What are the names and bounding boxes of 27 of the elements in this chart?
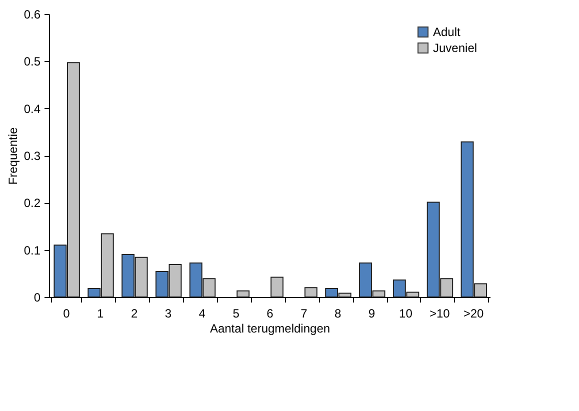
x-tick-label: 8 — [334, 306, 342, 320]
legend-label: Adult — [433, 25, 462, 39]
y-axis-title: Frequentie — [6, 126, 20, 185]
y-tick-label: 0.4 — [24, 102, 41, 116]
y-tick-label: 0.1 — [24, 243, 41, 258]
y-tick-label: 0.2 — [24, 196, 41, 210]
x-tick-label: 6 — [266, 306, 274, 320]
x-tick-label: 9 — [368, 306, 376, 320]
bar — [236, 290, 250, 298]
x-tick-label: 0 — [63, 306, 70, 320]
x-tick-label: 5 — [232, 306, 240, 320]
y-tick-label: 0.5 — [24, 54, 41, 69]
x-tick-label: 3 — [164, 306, 172, 320]
x-tick-label: >10 — [429, 306, 450, 320]
bar — [304, 287, 318, 298]
y-tick-label: 0.3 — [24, 149, 41, 163]
x-tick-label: 2 — [130, 306, 138, 320]
x-tick-label: >20 — [463, 306, 484, 320]
y-tick-label: 0 — [34, 290, 41, 304]
x-tick-label: 1 — [97, 306, 104, 320]
x-tick-label: 4 — [198, 306, 206, 320]
y-tick-label: 0.6 — [24, 8, 41, 22]
x-tick-label: 10 — [399, 306, 413, 320]
x-tick-label: 7 — [300, 306, 308, 320]
x-axis-title: Aantal terugmeldingen — [210, 322, 330, 336]
bar — [270, 276, 284, 298]
legend-label: Juveniel — [433, 41, 478, 55]
